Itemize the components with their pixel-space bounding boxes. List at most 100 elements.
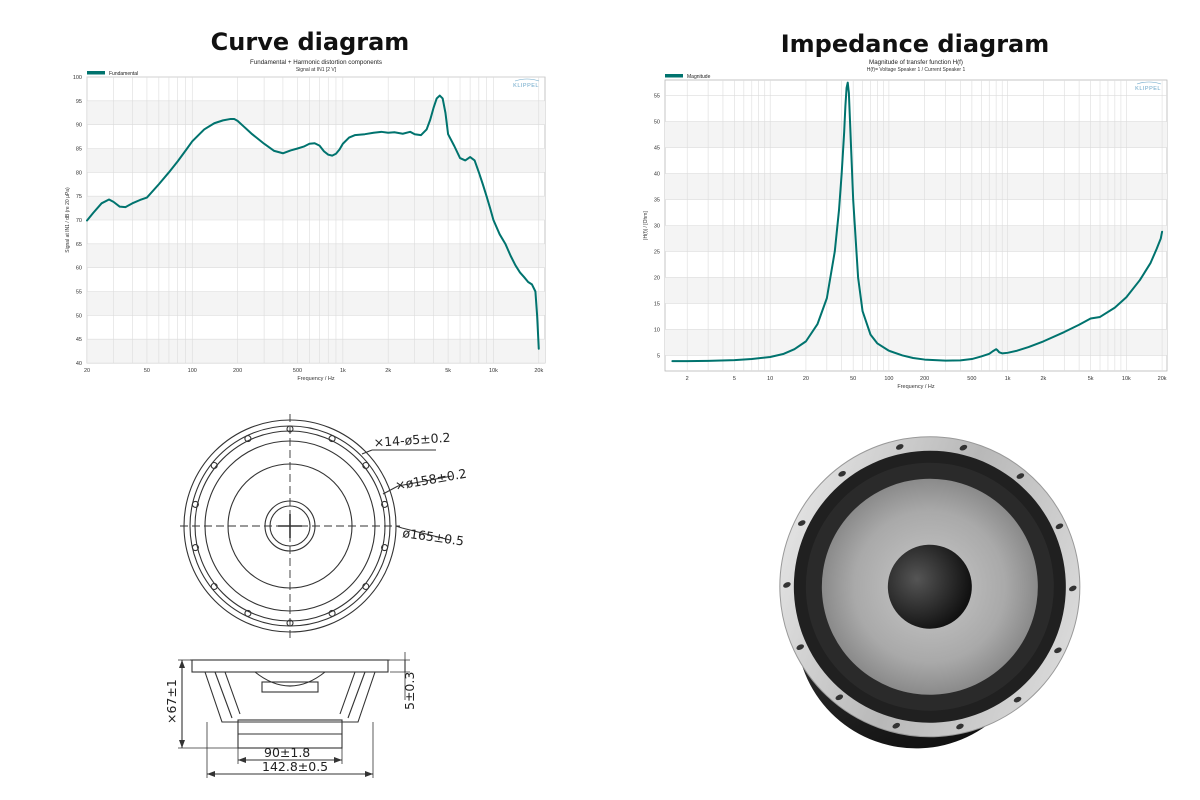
x-tick-label: 1k xyxy=(340,368,346,374)
mounting-hole xyxy=(210,582,218,591)
y-axis-label: |H(f)| / [Ohm] xyxy=(643,211,649,240)
y-tick-label: 30 xyxy=(654,224,660,230)
x-tick-label: 50 xyxy=(850,376,856,382)
series-line xyxy=(671,81,1164,363)
x-tick-label: 2k xyxy=(385,368,391,374)
y-tick-label: 5 xyxy=(657,353,660,359)
x-tick-label: 10k xyxy=(1122,376,1131,382)
x-tick-label: 20k xyxy=(534,368,543,374)
mounting-hole xyxy=(244,609,252,617)
plot-band xyxy=(665,173,1167,200)
y-tick-label: 40 xyxy=(654,172,660,178)
y-tick-label: 55 xyxy=(654,94,660,100)
x-tick-label: 100 xyxy=(188,368,197,374)
y-tick-label: 55 xyxy=(76,290,82,296)
y-tick-label: 85 xyxy=(76,147,82,153)
x-tick-label: 1k xyxy=(1005,376,1011,382)
y-tick-label: 10 xyxy=(654,327,660,333)
x-tick-label: 5k xyxy=(445,368,451,374)
y-tick-label: 80 xyxy=(76,170,82,176)
y-axis-label: Signal at IN1 / dB (re 20 µPa) xyxy=(65,187,71,253)
magnet-dimension-label: 90±1.8 xyxy=(264,745,310,760)
y-tick-label: 90 xyxy=(76,123,82,129)
mounting-hole xyxy=(381,544,389,552)
plot-band xyxy=(665,277,1167,304)
photo-mounting-hole xyxy=(959,444,968,451)
photo-mounting-hole xyxy=(1016,473,1025,479)
x-axis-label: Frequency / Hz xyxy=(297,376,335,382)
plot-band xyxy=(87,196,545,220)
x-tick-label: 10k xyxy=(489,368,498,374)
frequency-response-chart: 40 45 50 55 60 65 70 75 80 85 90 95 100 20 50 100 200 500… xyxy=(65,59,546,382)
mounting-hole xyxy=(191,544,199,552)
outer-diameter-label: ø165±0.5 xyxy=(402,525,465,548)
x-tick-label: 500 xyxy=(293,368,302,374)
y-tick-label: 60 xyxy=(76,266,82,272)
y-tick-label: 95 xyxy=(76,99,82,105)
x-tick-label: 50 xyxy=(144,368,150,374)
y-tick-label: 20 xyxy=(654,275,660,281)
x-tick-label: 100 xyxy=(884,376,893,382)
photo-mounting-hole xyxy=(1054,647,1062,654)
y-tick-label: 65 xyxy=(76,242,82,248)
y-tick-label: 35 xyxy=(654,198,660,204)
plot-band xyxy=(87,339,545,363)
chart-title: Magnitude of transfer function H(f) xyxy=(869,59,963,66)
front-view xyxy=(180,414,453,638)
plot-band xyxy=(665,225,1167,252)
impedance-diagram-title: Impedance diagram xyxy=(780,30,1050,58)
mounting-hole xyxy=(244,435,252,443)
photo-mounting-hole xyxy=(838,470,846,477)
y-tick-label: 25 xyxy=(654,249,660,255)
plot-band xyxy=(665,329,1167,356)
plot-band xyxy=(87,148,545,173)
photo-mounting-hole xyxy=(1013,696,1022,703)
chart-title: Fundamental + Harmonic distortion compon… xyxy=(250,59,382,66)
watermark-arc xyxy=(1136,81,1162,85)
basket-dimension-label: 142.8±0.5 xyxy=(262,759,328,774)
photo-mounting-hole xyxy=(783,582,791,588)
holes-dimension-label: ×14-ø5±0.2 xyxy=(373,430,451,450)
photo-mounting-hole xyxy=(1055,523,1064,530)
x-tick-label: 200 xyxy=(920,376,929,382)
y-tick-label: 45 xyxy=(654,146,660,152)
mounting-hole xyxy=(328,435,336,443)
y-tick-label: 70 xyxy=(76,218,82,224)
mounting-hole xyxy=(362,582,370,591)
technical-drawing: ×14-ø5±0.2 ×ø158±0.2 ø165±0.5 ×67±1 5±0.… xyxy=(164,414,468,778)
y-tick-label: 15 xyxy=(654,301,660,307)
x-tick-label: 2k xyxy=(1040,376,1046,382)
chart-subtitle: H(f)= Voltage Speaker 1 / Current Speake… xyxy=(867,67,966,73)
photo-mounting-hole xyxy=(835,694,844,701)
legend-swatch xyxy=(665,74,683,78)
y-tick-label: 75 xyxy=(76,194,82,200)
y-tick-label: 45 xyxy=(76,337,82,343)
legend-label: Magnitude xyxy=(687,74,711,80)
legend-label: Fundamental xyxy=(109,71,138,77)
y-tick-label: 50 xyxy=(76,313,82,319)
flange-dimension-label: 5±0.3 xyxy=(402,672,417,710)
x-tick-label: 20 xyxy=(84,368,90,374)
bolt-circle-dimension-label: ×ø158±0.2 xyxy=(394,466,468,493)
speaker-photo xyxy=(779,436,1081,749)
y-tick-label: 50 xyxy=(654,120,660,126)
x-tick-label: 500 xyxy=(967,376,976,382)
photo-mounting-hole xyxy=(797,520,806,526)
x-tick-label: 20k xyxy=(1158,376,1167,382)
photo-mounting-hole xyxy=(892,722,901,729)
x-tick-label: 20 xyxy=(803,376,809,382)
watermark-arc xyxy=(514,78,540,82)
klippel-watermark: KLIPPEL xyxy=(1135,86,1161,92)
plot-band xyxy=(87,100,545,125)
photo-mounting-hole xyxy=(796,644,805,650)
plot-band xyxy=(87,243,545,268)
photo-mounting-hole xyxy=(956,723,964,730)
y-tick-label: 40 xyxy=(76,361,82,367)
x-tick-label: 10 xyxy=(767,376,773,382)
curve-diagram-title: Curve diagram xyxy=(210,28,410,56)
photo-mounting-hole xyxy=(1068,585,1077,592)
y-tick-label: 100 xyxy=(73,75,82,81)
x-tick-label: 5k xyxy=(1088,376,1094,382)
chart-subtitle: Signal at IN1 [2 V] xyxy=(296,67,337,73)
